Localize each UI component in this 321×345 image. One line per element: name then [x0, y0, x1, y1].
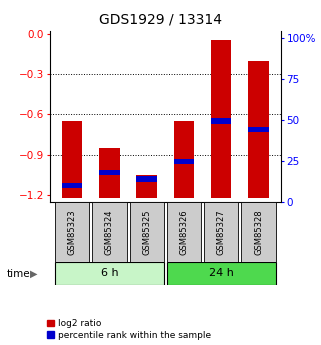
Text: time: time: [6, 269, 30, 278]
Bar: [62, 121, 82, 198]
Legend: log2 ratio, percentile rank within the sample: log2 ratio, percentile rank within the s…: [46, 318, 212, 341]
Bar: [204, 202, 239, 262]
Bar: [174, 159, 194, 164]
Text: GSM85327: GSM85327: [217, 209, 226, 255]
Bar: [130, 202, 164, 262]
Bar: [211, 118, 231, 124]
Text: GSM85325: GSM85325: [142, 209, 151, 255]
Text: GSM85328: GSM85328: [254, 209, 263, 255]
Bar: [136, 176, 157, 182]
Bar: [167, 262, 276, 285]
Bar: [92, 202, 126, 262]
Bar: [248, 61, 269, 198]
Bar: [55, 202, 89, 262]
Text: GSM85324: GSM85324: [105, 209, 114, 255]
Text: 24 h: 24 h: [209, 268, 234, 278]
Text: GSM85323: GSM85323: [68, 209, 77, 255]
Text: 6 h: 6 h: [100, 268, 118, 278]
Text: GDS1929 / 13314: GDS1929 / 13314: [99, 12, 222, 26]
Bar: [174, 121, 194, 198]
Bar: [248, 127, 269, 132]
Text: GSM85326: GSM85326: [179, 209, 188, 255]
Text: ▶: ▶: [30, 269, 37, 278]
Bar: [167, 202, 201, 262]
Bar: [211, 40, 231, 198]
Bar: [55, 262, 164, 285]
Bar: [241, 202, 276, 262]
Bar: [99, 148, 120, 198]
Bar: [99, 169, 120, 175]
Bar: [136, 175, 157, 198]
Bar: [62, 183, 82, 188]
